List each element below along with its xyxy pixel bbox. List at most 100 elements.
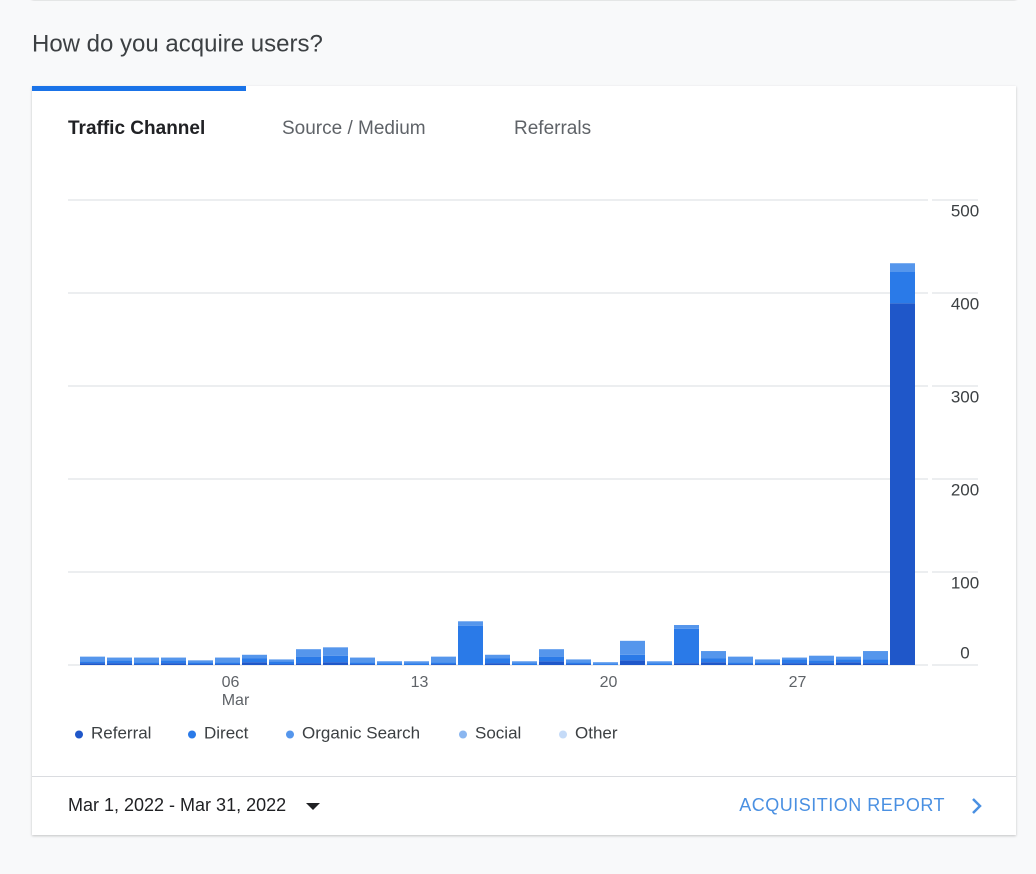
legend-dot [286, 730, 294, 739]
bar-segment [107, 663, 132, 665]
bar-segment [647, 661, 672, 664]
bar-segment [593, 662, 618, 665]
bar-segment [890, 263, 915, 272]
bar-segment [323, 655, 348, 663]
bar-segment [134, 664, 159, 665]
bar-segment [188, 660, 213, 663]
bar-segment [836, 662, 861, 665]
bar-segment [566, 659, 591, 663]
tab[interactable]: Source / Medium [282, 118, 426, 139]
bar-segment [161, 660, 186, 664]
bar-segment [323, 647, 348, 656]
x-tick-label: 06 [222, 674, 240, 691]
bar-segment [296, 649, 321, 657]
bar-segment [674, 625, 699, 629]
bar-segment [863, 659, 888, 664]
bar-segment [404, 663, 429, 665]
bar-segment [701, 651, 726, 659]
bar-segment [80, 663, 105, 665]
bar-segment [620, 640, 645, 655]
bar-segment [80, 661, 105, 664]
bar-segment [566, 662, 591, 665]
bar-segment [782, 659, 807, 664]
bar-segment [647, 663, 672, 665]
bar-segment [809, 660, 834, 664]
bar-segment [161, 657, 186, 661]
bar-segment [701, 662, 726, 665]
bar-segment [269, 659, 294, 662]
bar-segment [485, 658, 510, 664]
legend-dot [75, 730, 83, 739]
card [32, 86, 1016, 835]
bar-segment [890, 271, 915, 304]
bar-segment [620, 654, 645, 661]
bar-segment [485, 663, 510, 665]
legend-dot [459, 730, 467, 739]
legend-dot [188, 730, 196, 739]
y-tick-label: 300 [951, 387, 979, 406]
section-title: How do you acquire users? [32, 30, 323, 57]
bar-segment [377, 663, 402, 665]
bar-segment [458, 621, 483, 626]
legend-label: Direct [204, 723, 249, 742]
bar-segment [242, 654, 267, 659]
bar-segment [728, 662, 753, 665]
bar-segment [188, 662, 213, 665]
legend-dot [559, 730, 567, 739]
bar-segment [728, 656, 753, 663]
bar-segment [242, 658, 267, 663]
bar-segment [566, 664, 591, 665]
y-tick-label: 400 [951, 294, 979, 313]
bar-segment [269, 661, 294, 665]
bar-segment [350, 657, 375, 663]
legend-label: Social [475, 723, 521, 742]
legend-label: Referral [91, 723, 151, 742]
x-tick-label: 13 [411, 674, 429, 691]
bar-segment [755, 662, 780, 665]
bar-segment [431, 662, 456, 665]
bar-segment [215, 662, 240, 665]
bar-segment [593, 664, 618, 665]
y-tick-label: 500 [951, 201, 979, 220]
bar-segment [782, 663, 807, 665]
y-tick-label: 100 [951, 573, 979, 592]
y-tick-label: 200 [951, 480, 979, 499]
bar-segment [755, 659, 780, 663]
bar-segment [539, 656, 564, 662]
tab-indicator [32, 86, 246, 91]
bar-segment [215, 657, 240, 663]
bar-segment [755, 664, 780, 665]
bar-segment [836, 659, 861, 663]
bar-segment [323, 662, 348, 665]
bar-segment [728, 664, 753, 665]
dropdown-arrow[interactable] [306, 803, 320, 810]
bar-segment [674, 628, 699, 664]
bar-segment [539, 661, 564, 665]
bar-segment [539, 649, 564, 657]
bar-segment [863, 651, 888, 660]
date-range[interactable]: Mar 1, 2022 - Mar 31, 2022 [68, 795, 286, 815]
bar-segment [809, 655, 834, 661]
x-tick-label: 27 [789, 674, 807, 691]
bar-segment [863, 663, 888, 665]
bar-segment [242, 662, 267, 665]
bar-segment [296, 656, 321, 664]
tab[interactable]: Referrals [514, 118, 591, 139]
x-month-label: Mar [222, 692, 250, 709]
bar-segment [809, 663, 834, 665]
x-tick-label: 20 [600, 674, 618, 691]
bar-segment [782, 657, 807, 660]
bar-segment [836, 656, 861, 660]
report-link[interactable]: ACQUISITION REPORT [739, 795, 945, 815]
bar-segment [377, 661, 402, 664]
legend-label: Organic Search [302, 723, 420, 742]
bar-segment [485, 654, 510, 659]
bar-segment [620, 660, 645, 665]
bar-segment [350, 662, 375, 665]
chevron[interactable] [972, 798, 982, 814]
tab[interactable]: Traffic Channel [68, 118, 205, 139]
bar-segment [512, 663, 537, 665]
legend-label: Other [575, 723, 618, 742]
